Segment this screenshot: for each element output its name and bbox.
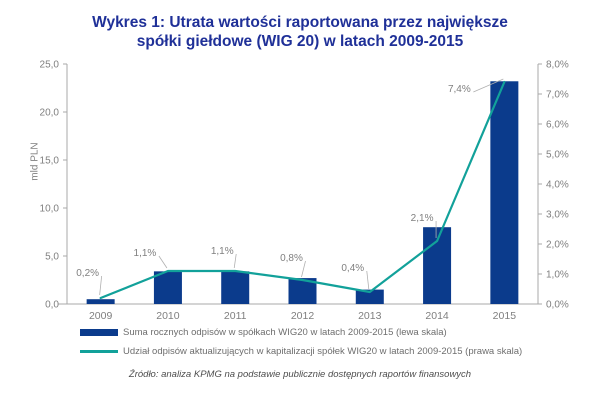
data-label-leader-2013 — [366, 270, 370, 290]
chart-title: Wykres 1: Utrata wartości raportowana pr… — [0, 0, 600, 51]
x-tick-label-2012: 2012 — [291, 310, 315, 322]
right-axis-tick-label: 4,0% — [546, 180, 569, 191]
legend-label-line: Udział odpisów aktualizujących w kapital… — [123, 346, 523, 357]
left-axis-tick-label: 15,0 — [40, 156, 60, 167]
right-axis-tick-label: 7,0% — [546, 90, 569, 101]
right-axis-tick-label: 5,0% — [546, 150, 569, 161]
data-label-2014: 2,1% — [411, 213, 434, 224]
data-label-leader-2012 — [301, 260, 306, 278]
x-tick-label-2011: 2011 — [224, 310, 247, 322]
trend-line — [99, 80, 506, 300]
bar-2009 — [86, 299, 115, 304]
bar-2010 — [153, 271, 182, 304]
line-series-swatch-icon — [80, 350, 118, 353]
data-label-2010: 1,1% — [134, 248, 157, 259]
data-label-2015: 7,4% — [448, 84, 471, 95]
right-axis-tick-label: 8,0% — [546, 60, 569, 71]
chart-area: mld PLN 0,0 5,0 10,0 15,0 20,0 25,0 0,0% 1,0% 2,… — [0, 51, 600, 323]
legend: Suma rocznych odpisów w spółkach WIG20 w… — [80, 327, 600, 357]
data-label-2011: 1,1% — [211, 246, 234, 257]
legend-item-bars: Suma rocznych odpisów w spółkach WIG20 w… — [80, 327, 600, 338]
legend-item-line: Udział odpisów aktualizujących w kapital… — [80, 346, 600, 357]
data-label-leader-2015 — [473, 78, 504, 93]
left-axis-unit-label: mld PLN — [29, 142, 41, 181]
x-tick-label-2010: 2010 — [156, 310, 180, 322]
legend-label-bars: Suma rocznych odpisów w spółkach WIG20 w… — [123, 327, 447, 338]
data-label-2009: 0,2% — [76, 268, 99, 279]
chart-title-line-2: spółki giełdowe (WIG 20) w latach 2009-2… — [136, 33, 464, 50]
right-axis-tick-label: 0,0% — [546, 300, 569, 311]
data-label-2012: 0,8% — [280, 253, 303, 264]
left-axis-tick-label: 10,0 — [40, 204, 60, 215]
right-axis-tick-label: 2,0% — [546, 240, 569, 251]
right-axis-tick-label: 6,0% — [546, 120, 569, 131]
chart-title-line-1: Wykres 1: Utrata wartości raportowana pr… — [92, 14, 508, 31]
bar-2015 — [490, 81, 519, 304]
x-tick-label-2009: 2009 — [89, 310, 113, 322]
bar-2011 — [221, 271, 250, 304]
bar-2013 — [355, 289, 384, 304]
left-axis-tick-label: 20,0 — [40, 108, 60, 119]
bar-series-swatch-icon — [80, 329, 118, 336]
source-note: Źródło: analiza KPMG na podstawie public… — [128, 369, 472, 380]
right-axis-tick-label: 1,0% — [546, 270, 569, 281]
x-tick-label-2013: 2013 — [358, 310, 382, 322]
right-axis-tick-label: 3,0% — [546, 210, 569, 221]
left-axis-tick-label: 0,0 — [45, 300, 59, 311]
data-label-leader-2010 — [158, 255, 168, 269]
data-label-2013: 0,4% — [341, 263, 364, 274]
left-axis-tick-label: 25,0 — [40, 60, 60, 71]
x-tick-label-2014: 2014 — [425, 310, 449, 322]
chart-svg: 0,0 5,0 10,0 15,0 20,0 25,0 0,0% 1,0% 2,0% 3,0% 4,… — [40, 60, 569, 323]
x-tick-label-2015: 2015 — [493, 310, 517, 322]
left-axis-tick-label: 5,0 — [45, 252, 59, 263]
data-label-leader-2009 — [99, 275, 103, 296]
data-label-leader-2011 — [233, 253, 237, 269]
